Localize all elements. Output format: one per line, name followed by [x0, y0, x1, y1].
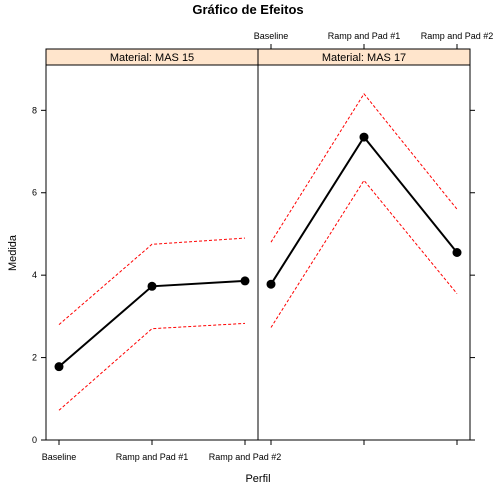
y-tick-label: 6	[32, 188, 37, 198]
panel-strip-label: Material: MAS 15	[110, 52, 194, 64]
x-tick-label-top: Baseline	[254, 31, 289, 41]
effect-point	[452, 248, 462, 257]
x-tick-label: Baseline	[42, 452, 77, 462]
panel-frame	[45, 64, 259, 441]
effect-point	[266, 279, 276, 289]
effect-point	[147, 281, 157, 291]
upper-ci-line	[58, 237, 246, 325]
effect-point	[359, 132, 369, 142]
effect-point	[54, 362, 64, 372]
effect-line	[270, 135, 458, 285]
y-axis-label: Medida	[7, 234, 19, 271]
x-axis-label: Perfil	[245, 473, 270, 485]
chart-title: Gráfico de Efeitos	[192, 2, 303, 17]
upper-ci-line	[270, 92, 458, 243]
effect-point	[240, 276, 250, 286]
x-tick-label-top: Ramp and Pad #1	[328, 31, 401, 41]
plot-area: Material: MAS 15 Baseline Ramp and Pad #1 R…	[32, 31, 493, 462]
x-tick-label: Ramp and Pad #2	[209, 452, 282, 462]
x-tick-label-top: Ramp and Pad #2	[421, 31, 494, 41]
panel-frame	[257, 64, 471, 441]
lower-ci-line	[270, 179, 458, 328]
y-tick-label: 8	[32, 105, 37, 115]
panel-strip-label: Material: MAS 17	[322, 52, 406, 64]
effect-line	[58, 279, 246, 368]
y-tick-label: 0	[32, 435, 37, 445]
y-tick-label: 4	[32, 270, 37, 280]
lower-ci-line	[58, 322, 246, 411]
y-tick-label: 2	[32, 353, 37, 363]
x-tick-label: Ramp and Pad #1	[116, 452, 189, 462]
